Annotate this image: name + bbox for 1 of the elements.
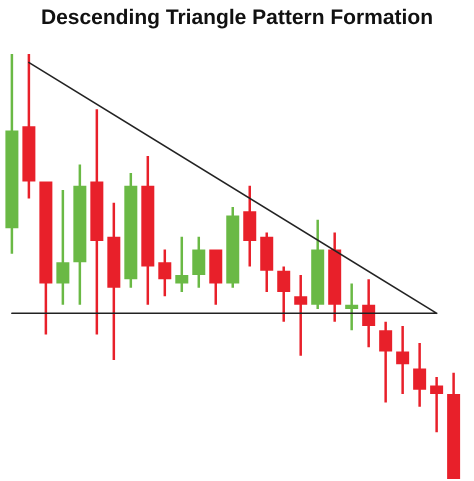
chart-title: Descending Triangle Pattern Formation: [40, 6, 434, 29]
